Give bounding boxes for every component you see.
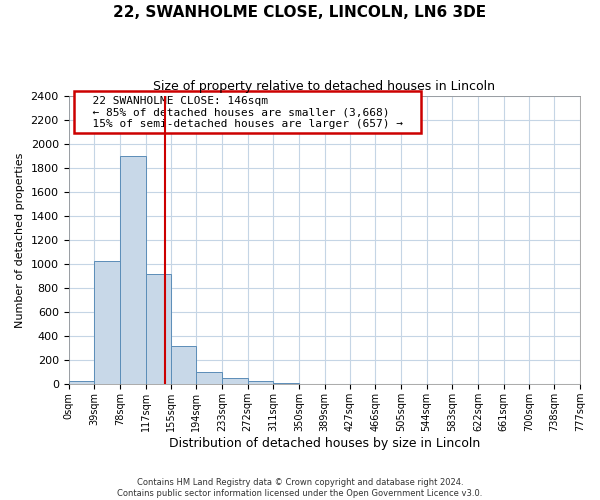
Text: 22 SWANHOLME CLOSE: 146sqm  
  ← 85% of detached houses are smaller (3,668)  
  : 22 SWANHOLME CLOSE: 146sqm ← 85% of deta… — [79, 96, 416, 129]
Text: Contains HM Land Registry data © Crown copyright and database right 2024.
Contai: Contains HM Land Registry data © Crown c… — [118, 478, 482, 498]
Bar — [273, 383, 299, 384]
Bar — [120, 156, 146, 384]
Bar — [68, 382, 94, 384]
Text: 22, SWANHOLME CLOSE, LINCOLN, LN6 3DE: 22, SWANHOLME CLOSE, LINCOLN, LN6 3DE — [113, 5, 487, 20]
Y-axis label: Number of detached properties: Number of detached properties — [15, 152, 25, 328]
Bar — [196, 372, 222, 384]
Bar — [94, 261, 120, 384]
Bar — [248, 382, 273, 384]
Bar — [170, 346, 196, 385]
Bar — [146, 274, 170, 384]
X-axis label: Distribution of detached houses by size in Lincoln: Distribution of detached houses by size … — [169, 437, 480, 450]
Title: Size of property relative to detached houses in Lincoln: Size of property relative to detached ho… — [153, 80, 495, 93]
Bar — [222, 378, 248, 384]
